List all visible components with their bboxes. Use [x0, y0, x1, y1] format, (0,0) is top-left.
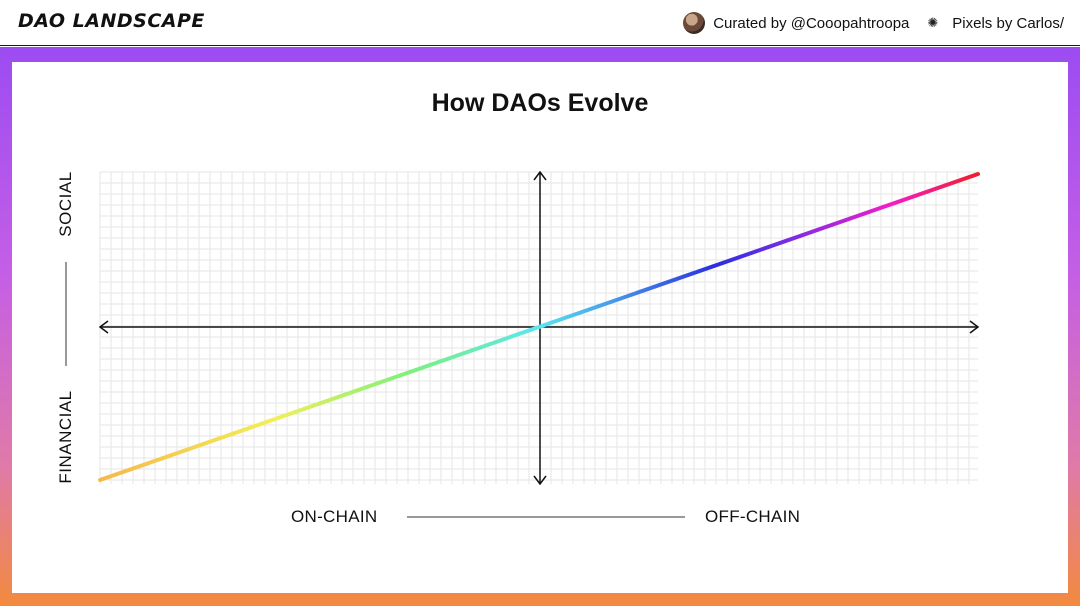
- x-label-off-chain: OFF-CHAIN: [705, 507, 801, 526]
- pixels-by-text: Pixels by Carlos/: [952, 14, 1064, 32]
- evolution-line: [98, 172, 980, 482]
- top-bar: DAO LANDSCAPE Curated by @Cooopahtroopa …: [0, 0, 1080, 46]
- credits: Curated by @Cooopahtroopa ✺ Pixels by Ca…: [683, 12, 1064, 34]
- x-label-on-chain: ON-CHAIN: [291, 507, 378, 526]
- diagram-title: How DAOs Evolve: [431, 89, 649, 117]
- y-label-social: SOCIAL: [56, 171, 75, 237]
- y-label-financial: FINANCIAL: [56, 390, 75, 484]
- sun-icon: ✺: [927, 15, 939, 30]
- brand-logo: DAO LANDSCAPE: [18, 10, 205, 32]
- avatar-icon: [683, 12, 706, 34]
- curated-by-text: Curated by @Cooopahtroopa: [713, 14, 910, 32]
